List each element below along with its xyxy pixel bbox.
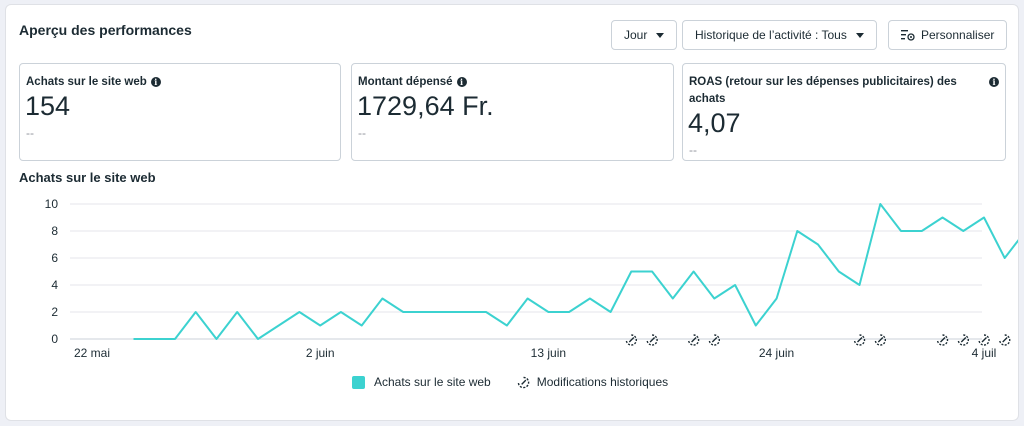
- metric-card-roas[interactable]: ROAS (retour sur les dépenses publicitai…: [682, 63, 1006, 161]
- history-marker-ring: [978, 334, 990, 346]
- x-tick-label: 2 juin: [306, 346, 335, 360]
- history-marker-needle: [1002, 337, 1008, 343]
- history-marker-ring: [999, 334, 1011, 346]
- customize-columns-icon: [901, 29, 915, 41]
- metric-value: 1729,64 Fr.: [357, 91, 494, 121]
- history-marker-needle: [628, 337, 635, 343]
- y-tick-label: 6: [51, 251, 58, 265]
- activity-history-dropdown[interactable]: Historique de l’activité : Tous: [682, 20, 877, 50]
- y-tick-label: 4: [51, 278, 58, 292]
- y-tick-label: 10: [45, 197, 59, 211]
- history-marker-ring: [957, 334, 969, 346]
- history-marker-icon: [517, 376, 530, 389]
- x-tick-label: 24 juin: [759, 346, 794, 360]
- history-marker-icon: [708, 334, 720, 346]
- info-icon[interactable]: i: [989, 77, 999, 87]
- day-dropdown-label: Jour: [624, 28, 648, 42]
- x-tick-label: 22 mai: [74, 346, 110, 360]
- history-marker-ring: [625, 334, 637, 346]
- history-marker-needle: [649, 337, 656, 343]
- metric-card-amount-spent[interactable]: Montant dépensé i 1729,64 Fr. --: [351, 63, 674, 161]
- customize-button[interactable]: Personnaliser: [888, 20, 1008, 50]
- customize-label: Personnaliser: [921, 28, 995, 42]
- y-tick-label: 0: [51, 332, 58, 346]
- y-tick-label: 2: [51, 305, 58, 319]
- metric-value: 4,07: [688, 108, 741, 138]
- series-line: [133, 203, 1018, 340]
- history-marker-needle: [857, 337, 863, 343]
- history-marker-icon: [646, 334, 658, 346]
- history-marker-icon: [853, 334, 866, 346]
- metric-comparison: --: [689, 143, 697, 157]
- history-marker-ring: [874, 334, 886, 346]
- caret-down-icon: [656, 32, 665, 38]
- legend-history-label: Modifications historiques: [536, 375, 669, 389]
- metric-value: 154: [25, 91, 71, 121]
- metric-label: ROAS (retour sur les dépenses publicitai…: [689, 76, 957, 105]
- history-marker-icon: [957, 334, 969, 346]
- metric-label: Montant dépensé i: [358, 74, 467, 91]
- info-icon[interactable]: i: [456, 76, 467, 87]
- metric-card-website-purchases[interactable]: Achats sur le site web i 154 --: [19, 63, 341, 161]
- history-marker-icon: [874, 334, 886, 346]
- metric-comparison: --: [358, 126, 366, 140]
- history-marker-ring: [646, 334, 658, 346]
- day-dropdown[interactable]: Jour: [611, 20, 678, 50]
- history-marker-ring: [687, 334, 700, 346]
- chart-title: Achats sur le site web: [19, 170, 156, 185]
- history-marker-ring: [936, 334, 949, 346]
- info-icon[interactable]: i: [150, 76, 161, 87]
- chart-legend: Achats sur le site web Modifications his…: [352, 375, 694, 389]
- legend-item-series[interactable]: Achats sur le site web: [352, 375, 491, 389]
- y-tick-label: 8: [51, 224, 58, 238]
- history-marker-needle: [940, 337, 946, 343]
- history-marker-needle: [877, 337, 884, 343]
- legend-item-history[interactable]: Modifications historiques: [517, 375, 668, 389]
- caret-down-icon: [855, 32, 864, 38]
- history-marker-icon: [978, 334, 990, 346]
- history-marker-icon: [999, 334, 1011, 346]
- panel-title: Aperçu des performances: [19, 22, 192, 38]
- history-marker-icon: [687, 334, 700, 346]
- activity-history-label: Historique de l’activité : Tous: [695, 28, 847, 42]
- history-marker-ring: [708, 334, 720, 346]
- purchases-line-chart: 0 2 4 6 8 10 22 mai 2 juin 13 juin 24 juin 4 juil: [45, 197, 1018, 360]
- legend-swatch: [352, 375, 365, 389]
- legend-series-label: Achats sur le site web: [374, 375, 491, 389]
- history-marker-icon: [625, 334, 637, 346]
- performance-panel: Aperçu des performances Jour Historique …: [5, 4, 1019, 421]
- history-marker-needle: [981, 337, 987, 343]
- x-tick-label: 4 juil: [972, 346, 997, 360]
- history-marker-needle: [691, 337, 697, 343]
- x-tick-label: 13 juin: [531, 346, 566, 360]
- history-marker-icon: [936, 334, 949, 346]
- metric-label: Achats sur le site web i: [26, 74, 161, 91]
- history-marker-ring: [853, 334, 866, 346]
- history-marker-needle: [711, 337, 718, 343]
- history-marker-needle: [960, 337, 967, 343]
- metric-comparison: --: [26, 126, 34, 140]
